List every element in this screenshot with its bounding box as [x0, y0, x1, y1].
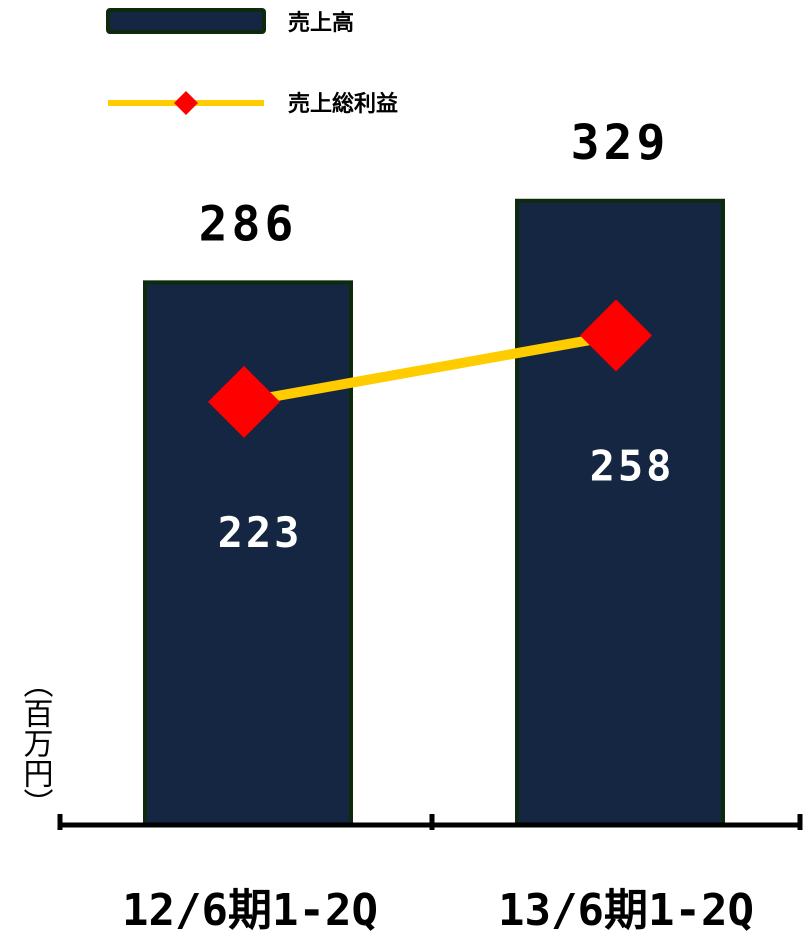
legend-line-label: 売上総利益 [288, 91, 398, 117]
legend: 売上高 売上総利益 [106, 8, 398, 117]
legend-line-marker [174, 91, 198, 115]
legend-bar-label: 売上高 [288, 10, 354, 36]
bar-value-label: 286 [199, 196, 298, 252]
legend-bar-swatch [106, 8, 266, 34]
plot-area: 286 329 223 258 12/6期1-2Q 13/6期1-2Q [122, 115, 754, 931]
line-value-label: 258 [590, 441, 675, 490]
x-tick-label: 13/6期1-2Q [498, 885, 754, 931]
series-line [239, 330, 621, 407]
bar-value-label: 329 [571, 115, 670, 171]
unit-label: （百万円） [18, 668, 54, 818]
line-value-label: 223 [218, 508, 303, 557]
x-axis [57, 814, 803, 830]
x-tick-label: 12/6期1-2Q [122, 885, 378, 931]
bar [515, 198, 725, 827]
line-marker [580, 299, 652, 372]
line-marker [208, 365, 280, 438]
